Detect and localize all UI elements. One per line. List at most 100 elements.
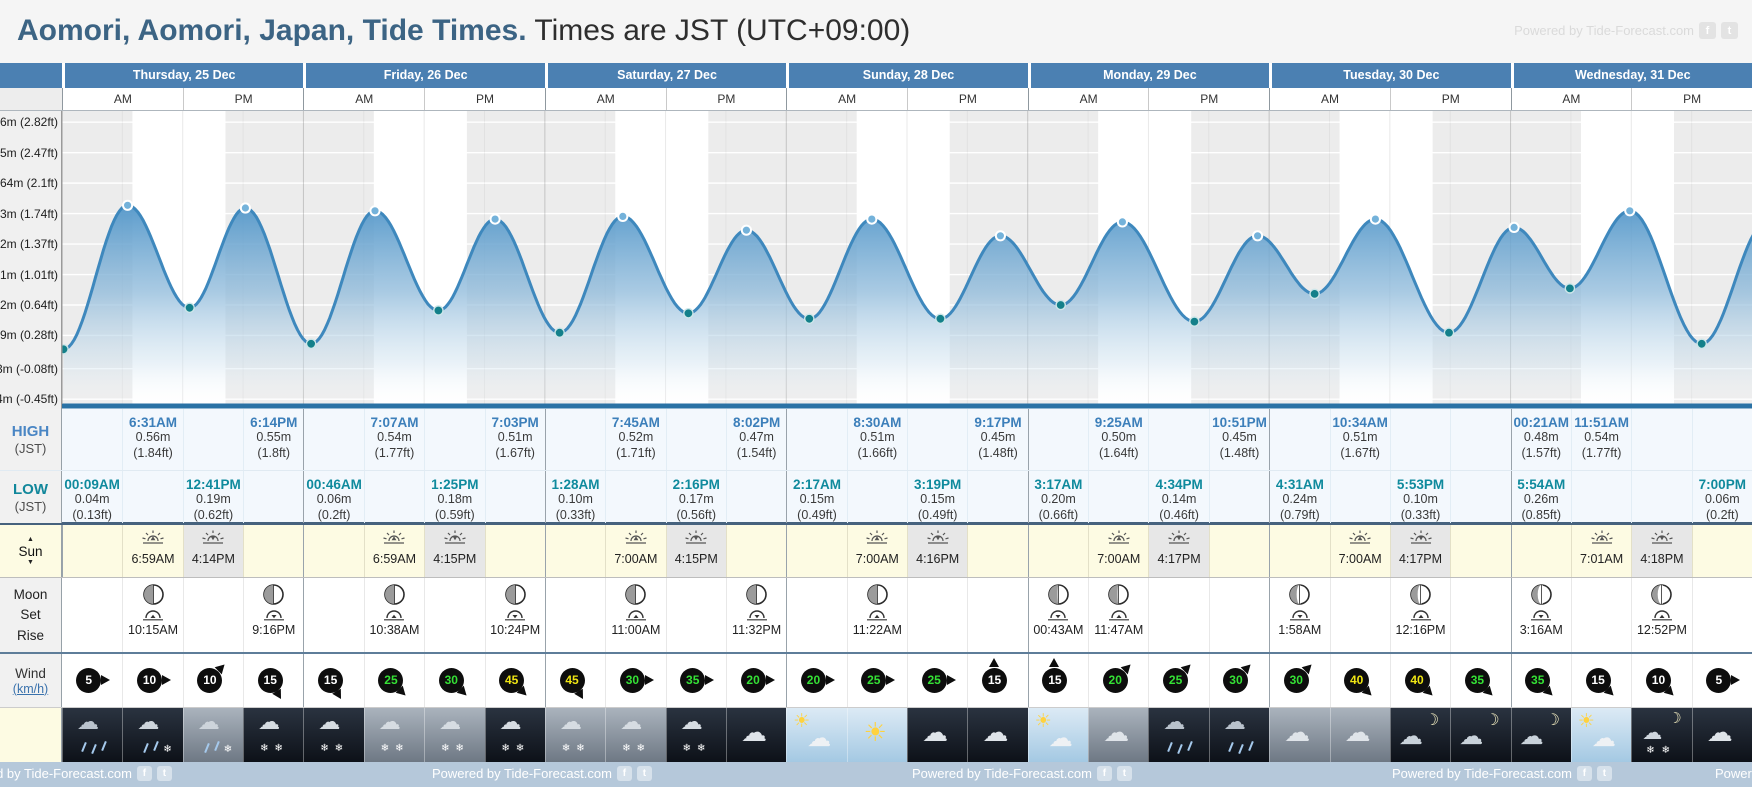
high-tide-time: 6:31AM [129,415,178,430]
tide-height-m: 0.45m [1222,430,1257,444]
sunset-icon [1651,530,1673,544]
sunrise-icon [383,530,406,544]
wind-badge: 30 [1219,660,1259,696]
tide-height-ft: (1.71ft) [616,445,656,460]
wind-speed: 15 [318,667,344,693]
wind-badge: 5 [72,666,112,696]
snowflake-icon: ❄❄ [501,743,531,754]
twitter-icon[interactable]: t [1596,766,1612,781]
twitter-icon[interactable]: t [636,766,652,781]
cloud-icon: ☁ [77,710,99,735]
high-cell-2 [182,409,243,470]
tide-height-ft: (0.62ft) [193,507,234,522]
powered-by-header[interactable]: Powered by Tide-Forecast.com f t [1514,22,1738,39]
moon-phase-icon [1108,584,1130,605]
wind-cell-27: 5 [1691,654,1752,707]
wind-cell-17: 20 [1088,654,1148,707]
tide-height-m: 0.06m [316,492,352,506]
ampm-2-am: AM [544,88,666,110]
tide-height-m: 0.47m [739,430,774,444]
facebook-icon[interactable]: f [136,766,152,781]
cloud-icon: ☁ [1706,718,1733,748]
tide-height-ft: (0.85ft) [1521,507,1562,522]
sun-cell-11 [725,525,786,577]
tide-height-ft: (0.33ft) [1400,507,1441,522]
moon-cell-6 [424,578,484,652]
tide-height-m: 0.19m [196,492,231,506]
wind-unit-link[interactable]: (km/h) [12,681,49,696]
sunrise-time: 7:00AM [1338,552,1382,566]
moon-cell-16: 00:43AM [1027,578,1088,652]
sunset-time: 4:17PM [1398,552,1443,566]
low-tide-time: 5:54AM [1517,477,1566,492]
wind-badge: 35 [1461,666,1501,699]
twitter-icon[interactable]: t [1116,766,1132,781]
facebook-icon[interactable]: f [1699,22,1716,39]
cloud-icon: ☁ [922,718,948,748]
weather-tile-cloud: ☁ [1691,708,1752,762]
wind-badge: 10 [133,666,173,696]
day-header-1: Friday, 26 Dec [303,63,545,88]
sunrise-icon [625,530,647,544]
powered-by-text[interactable]: Powered by Tide-Forecast.com [1514,23,1694,38]
day-header-5: Tuesday, 30 Dec [1269,63,1511,88]
moon-set-time: 3:16AM [1519,623,1563,637]
cloud-icon: ☁ [807,724,832,752]
facebook-icon[interactable]: f [616,766,632,781]
weather-tile-snow: ☁ ❄❄ [484,708,545,762]
moon-set-time: 00:43AM [1033,623,1084,637]
tide-height-ft: (0.79ft) [1280,507,1320,522]
sunrise-icon [142,530,164,544]
twitter-icon[interactable]: t [156,766,172,781]
sunset-time: 4:15PM [433,552,477,566]
twitter-icon[interactable]: t [1721,22,1738,39]
powered-by-text[interactable]: Powered by Tide-Forecast.com [432,766,612,781]
wind-cell-13: 25 [846,654,907,707]
powered-by-footer[interactable]: Powered by Tide-Forecast.com ft [0,766,172,781]
powered-by-text[interactable]: Powered by Tide-Forecast.com [0,766,132,781]
powered-by-text[interactable]: Powered by Tide-Forecast.com [1715,766,1752,781]
moon-icon: ☽ [1668,709,1682,727]
wind-speed: 35 [1464,667,1490,693]
moon-cell-10 [665,578,726,652]
wind-cell-1: 10 [122,654,182,707]
low-tide-time: 2:17AM [792,477,841,492]
powered-by-text[interactable]: Powered by Tide-Forecast.com [912,766,1092,781]
cloud-icon: ☁ [1519,722,1544,750]
moon-cell-0 [62,578,122,652]
sunset-icon [444,530,466,544]
cloud-icon: ☁ [559,710,582,735]
wind-speed: 10 [1645,667,1671,693]
moonrise-icon [867,610,888,621]
moon-phase-icon [504,584,526,605]
wind-speed: 25 [1163,667,1189,693]
cloud-icon: ☁ [1398,722,1423,750]
sun-cell-15 [967,525,1027,577]
tide-height-ft: (1.48ft) [1219,445,1260,460]
facebook-icon[interactable]: f [1576,766,1592,781]
ampm-6-pm: PM [1631,88,1752,110]
low-tide-entry: 5:53PM 0.10m (0.33ft) [1389,471,1450,524]
cloud-icon: ☁ [197,710,220,735]
tide-height-m: 0.55m [256,430,292,444]
weather-tile-moon-cloud: ☽ ☁ [1450,708,1511,762]
wind-direction-arrow-icon [644,674,654,685]
low-cell-23 [1450,471,1510,524]
tide-height-ft: (1.67ft) [495,445,535,460]
high-tide-entry: 10:34AM 0.51m (1.67ft) [1329,409,1390,470]
moon-set-time: 10:24PM [490,623,541,637]
wind-badge: 15 [1582,666,1622,699]
facebook-icon[interactable]: f [1096,766,1112,781]
sun-cell-27 [1691,525,1752,577]
wind-cell-20: 30 [1269,654,1329,707]
wind-direction-arrow-icon [705,674,715,685]
wind-cell-18: 25 [1148,654,1208,707]
powered-by-text[interactable]: Powered by Tide-Forecast.com [1392,766,1572,781]
wind-badge: 20 [737,666,777,696]
wind-badge: 5 [1702,666,1742,696]
wind-speed: 30 [438,667,464,693]
